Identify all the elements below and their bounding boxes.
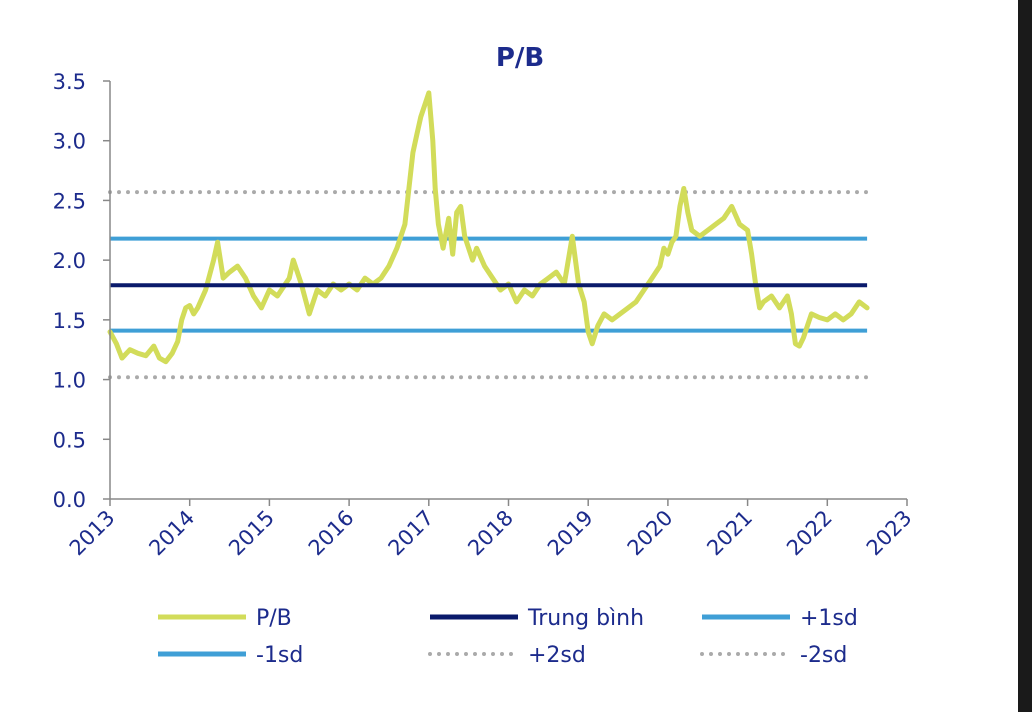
x-tick-label: 2016: [304, 506, 359, 561]
chart-title: P/B: [496, 43, 544, 73]
legend-label: -2sd: [800, 643, 847, 668]
y-tick-label: 1.5: [53, 309, 86, 333]
x-tick-label: 2020: [623, 506, 678, 561]
legend-label: P/B: [256, 606, 292, 631]
x-tick-label: 2014: [144, 506, 199, 561]
legend-label: +2sd: [528, 643, 586, 668]
legend-label: +1sd: [800, 606, 858, 631]
y-tick-label: 3.0: [53, 130, 86, 154]
y-tick-label: 0.5: [53, 428, 86, 452]
y-tick-label: 3.5: [53, 70, 86, 94]
plot-series: [107, 90, 870, 380]
x-tick-label: 2023: [862, 506, 917, 561]
legend-label: -1sd: [256, 643, 303, 668]
x-tick-label: 2019: [543, 506, 598, 561]
x-tick-label: 2022: [782, 506, 837, 561]
x-tick-label: 2013: [65, 506, 120, 561]
y-tick-label: 0.0: [53, 488, 86, 512]
legend-label: Trung bình: [527, 606, 644, 631]
y-tick-label: 2.0: [53, 249, 86, 273]
x-tick-label: 2018: [463, 506, 518, 561]
legend: P/B Trung bình +1sd -1sd +2sd -2sd: [158, 606, 858, 668]
x-tick-label: 2017: [384, 506, 439, 561]
x-tick-label: 2015: [224, 506, 279, 561]
window-edge: [1018, 0, 1032, 712]
x-tick-label: 2021: [702, 506, 757, 561]
y-tick-label: 2.5: [53, 189, 86, 213]
series-line-p-b: [107, 90, 870, 365]
y-tick-label: 1.0: [53, 369, 86, 393]
